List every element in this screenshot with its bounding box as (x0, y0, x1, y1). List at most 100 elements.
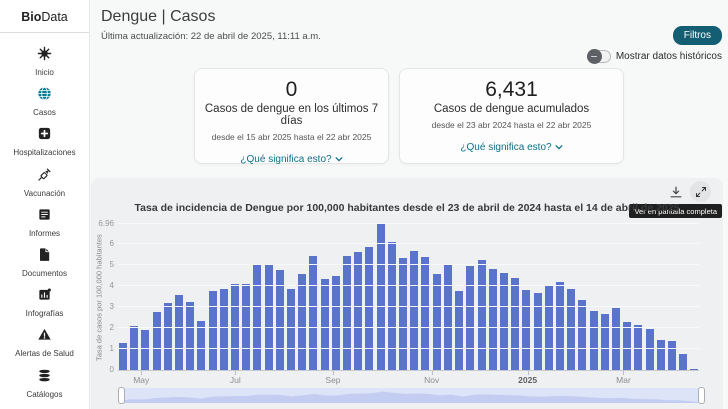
brand-bold: Bio (21, 10, 42, 24)
bar-week-40[interactable] (555, 281, 564, 370)
toggle-knob[interactable] (586, 49, 602, 64)
stat-date-range: desde el 15 abr 2025 hasta el 22 abr 202… (211, 132, 372, 142)
link-text: ¿Qué significa esto? (240, 154, 332, 165)
bar-week-8[interactable] (197, 320, 206, 370)
stat-value: 6,431 (485, 78, 538, 101)
bar-week-43[interactable] (589, 310, 598, 370)
bar-week-25[interactable] (387, 242, 396, 370)
fullscreen-icon[interactable] (690, 181, 711, 202)
bar-week-48[interactable] (645, 328, 654, 370)
sidebar-item-informes[interactable]: Informes (0, 202, 89, 242)
download-icon[interactable] (669, 185, 683, 199)
x-tick (332, 371, 334, 375)
stat-card-last-7-days: 0 Casos de dengue en los últimos 7 días … (194, 68, 389, 165)
bar-week-46[interactable] (623, 322, 632, 370)
bar-week-19[interactable] (320, 279, 329, 370)
y-tick-label: 3 (109, 302, 114, 312)
gridline (118, 264, 699, 266)
document-icon (37, 247, 52, 262)
sidebar-item-catalogos[interactable]: Catálogos (0, 363, 89, 403)
historic-data-toggle-row: Mostrar datos históricos (586, 49, 722, 64)
sidebar-item-inicio[interactable]: Inicio (0, 41, 89, 81)
bar-week-31[interactable] (455, 290, 464, 370)
bar-week-45[interactable] (611, 307, 620, 370)
bars-container (119, 224, 699, 370)
bar-week-47[interactable] (634, 325, 643, 370)
bar-week-12[interactable] (242, 284, 251, 370)
sidebar-item-alertas-de-salud[interactable]: Alertas de Salud (0, 322, 89, 362)
sidebar-item-infografias[interactable]: Infografías (0, 282, 89, 322)
brush-area-silhouette (121, 391, 702, 403)
bar-week-21[interactable] (343, 255, 352, 370)
brush-handle-right[interactable] (698, 387, 705, 404)
bar-week-16[interactable] (287, 289, 296, 370)
bar-week-22[interactable] (354, 251, 363, 370)
bar-week-4[interactable] (152, 312, 161, 370)
y-tick-label: 2 (109, 323, 114, 333)
gridline (118, 243, 699, 245)
stat-date-range: desde el 23 abr 2024 hasta el 22 abr 202… (431, 120, 592, 130)
sidebar-item-casos[interactable]: Casos (0, 81, 89, 121)
bar-week-33[interactable] (477, 260, 486, 370)
brush-handle-left[interactable] (118, 387, 125, 404)
bar-week-51[interactable] (679, 354, 688, 370)
bar-week-15[interactable] (275, 270, 284, 370)
filters-button[interactable]: Filtros (672, 26, 722, 45)
bar-week-35[interactable] (499, 272, 508, 370)
what-does-this-mean-link[interactable]: ¿Qué significa esto? (460, 142, 563, 153)
bar-week-39[interactable] (544, 286, 553, 370)
alert-icon (37, 327, 52, 342)
bar-week-14[interactable] (264, 265, 273, 370)
bar-week-6[interactable] (175, 294, 184, 370)
bar-week-24[interactable] (376, 224, 385, 370)
bar-week-34[interactable] (488, 268, 497, 370)
gridline (118, 285, 699, 287)
bar-week-44[interactable] (600, 314, 609, 370)
page-title: Dengue | Casos (101, 8, 216, 25)
historic-data-toggle[interactable] (586, 49, 611, 64)
bar-week-13[interactable] (253, 265, 262, 370)
stat-value: 0 (285, 78, 298, 101)
bar-week-29[interactable] (432, 274, 441, 370)
what-does-this-mean-link[interactable]: ¿Qué significa esto? (240, 154, 343, 165)
bar-week-26[interactable] (399, 257, 408, 370)
bar-week-5[interactable] (163, 302, 172, 370)
bar-week-10[interactable] (219, 289, 228, 370)
bar-week-20[interactable] (331, 275, 340, 370)
bar-week-7[interactable] (186, 301, 195, 370)
bar-week-23[interactable] (365, 247, 374, 370)
bar-week-38[interactable] (533, 293, 542, 370)
x-axis-label: Nov (424, 375, 440, 385)
bar-week-49[interactable] (656, 339, 665, 370)
bar-week-3[interactable] (141, 329, 150, 370)
bar-week-32[interactable] (466, 266, 475, 370)
time-range-brush[interactable] (118, 387, 705, 404)
bar-week-18[interactable] (309, 255, 318, 370)
sidebar: BioData Inicio Casos Hospitalizaciones Vacu… (0, 0, 90, 409)
fullscreen-tooltip: Ver en pantalla completa (629, 204, 722, 218)
bar-week-9[interactable] (208, 291, 217, 370)
bar-week-27[interactable] (410, 251, 419, 370)
page-header: Dengue | Casos Última actualización: 22 … (101, 8, 321, 42)
sidebar-item-hospitalizaciones[interactable]: Hospitalizaciones (0, 121, 89, 161)
sidebar-item-solicitar-datos[interactable]: Solicitar Datos (0, 403, 89, 409)
sidebar-item-documentos[interactable]: Documentos (0, 242, 89, 282)
x-tick (623, 371, 625, 375)
bar-week-1[interactable] (119, 342, 127, 370)
bar-week-30[interactable] (443, 264, 452, 370)
sidebar-nav: Inicio Casos Hospitalizaciones Vacunación In… (0, 33, 89, 409)
bar-week-37[interactable] (522, 289, 531, 370)
bar-week-17[interactable] (298, 273, 307, 370)
bar-week-11[interactable] (231, 284, 240, 370)
x-tick (141, 371, 143, 375)
sidebar-item-vacunacion[interactable]: Vacunación (0, 162, 89, 202)
bar-week-41[interactable] (567, 289, 576, 370)
globe-icon (37, 86, 52, 101)
bar-week-52[interactable] (690, 369, 699, 370)
x-axis-label: Sep (325, 375, 341, 385)
bar-week-50[interactable] (667, 340, 676, 370)
bar-week-36[interactable] (511, 277, 520, 370)
bar-week-42[interactable] (578, 299, 587, 370)
sidebar-item-label: Informes (28, 228, 61, 238)
bar-week-28[interactable] (421, 256, 430, 370)
